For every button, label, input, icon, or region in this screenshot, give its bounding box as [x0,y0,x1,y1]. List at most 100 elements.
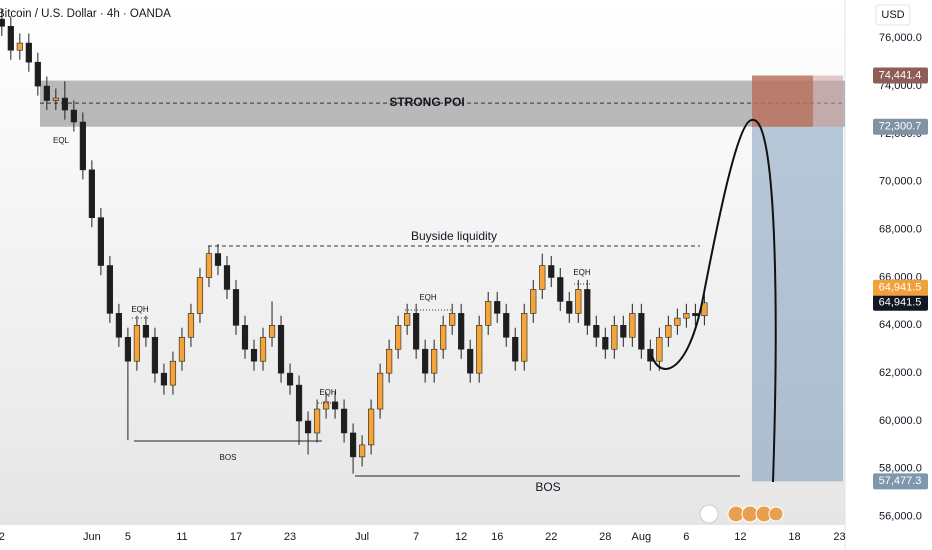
x-tick-label: 16 [491,531,503,543]
price-tag-label: 64,941.5 [879,297,922,309]
candle-body [133,325,141,362]
candle-body [124,336,132,362]
candle-body [683,313,690,319]
annotation: Buyside liquidity [411,229,497,243]
candle-body [61,97,68,111]
candle-body [268,325,276,338]
candle-body [503,313,510,338]
candle-body [476,325,483,374]
plot-background [0,0,845,525]
candle-body [665,325,672,338]
candle-body [368,408,375,446]
candle-body [629,313,636,338]
x-tick-label: Jun [83,531,101,543]
candle-body [539,265,546,290]
candle-body [0,18,5,27]
x-tick-label: 22 [545,531,557,543]
candle-body [169,360,177,386]
candle-body [196,277,204,314]
poi-zone [40,80,845,127]
candle-body [205,253,213,278]
candle-body [286,372,294,386]
price-tag-box [873,118,928,135]
y-tick-label: 76,000.0 [879,32,922,44]
candle-body [214,253,222,266]
candle-body [250,348,258,362]
candle-body [7,26,14,51]
icons [699,504,784,524]
candle-body [70,109,77,123]
candle-body [88,169,95,218]
annotation: BOS [535,480,560,494]
candle-body [548,265,555,278]
candle-body [79,121,86,171]
candle-body [656,336,663,362]
x-tick-label: 23 [284,531,296,543]
icon [768,506,784,522]
price-tag: 72,300.7 [873,118,928,135]
candle-body [304,420,312,434]
candle-body [313,408,321,434]
candle-body [692,313,699,317]
x-tick-label: 12 [455,531,467,543]
x-tick-label: 12 [734,531,746,543]
candle-body [322,401,330,410]
projection-curve [651,118,777,483]
x-tick-label: 11 [176,531,187,543]
candle-body [431,348,438,374]
price-tag-label: 64,941.5 [879,282,922,294]
x-tick-label: 7 [413,531,419,543]
y-tick-label: 56,000.0 [879,511,922,523]
y-tick-label: 60,000.0 [879,415,922,427]
candle-body [413,313,420,350]
annotation: STRONG POI [389,95,464,109]
x-tick-label: 23 [833,531,845,543]
candle-body [295,384,303,422]
price-tag: 74,441.4 [873,67,928,84]
candle-body [593,325,600,338]
candle-body [52,97,59,101]
x-tick-label: Aug [632,531,652,543]
candle-body [241,325,249,350]
candle-body [557,277,564,302]
annotation: EQH [573,268,591,277]
price-tag-label: 72,300.7 [879,121,922,133]
candle-body [25,42,32,63]
price-tag: 64,941.5 [873,294,928,311]
candle-body [223,265,231,290]
x-tick-label: 28 [599,531,611,543]
candle-body [458,313,465,350]
candle-body [620,325,627,338]
candle-body [331,401,339,410]
candle-body [602,336,609,350]
candle-body [467,348,474,374]
annotation: BOS [220,453,237,462]
candle-body [530,289,537,314]
candle-body [277,325,285,374]
x-tick-label: Jul [355,531,369,543]
icon[interactable] [699,504,719,524]
currency-box[interactable] [875,4,911,26]
candle-body [638,313,645,350]
annotation: EQH [131,305,149,314]
price-tag: 64,941.5 [873,279,928,296]
candles [0,9,708,474]
candle-body [584,289,591,326]
drawings: STRONG POI Buyside liquidity EQL EQH EQH… [53,95,784,524]
candle-body [34,61,41,87]
candle-body [485,301,492,326]
x-tick-label: 2 [0,531,5,543]
candle-body [521,313,528,362]
price-tag-box [873,294,928,311]
x-tick-label: 5 [125,531,131,543]
candle-body [404,313,411,326]
target-zone-inner [752,75,813,127]
price-tag-box [873,279,928,296]
candle-body [647,348,654,362]
zones [40,75,845,482]
time-axis-background [0,525,932,550]
y-tick-label: 58,000.0 [879,463,922,475]
x-tick-label: 17 [230,531,242,543]
candle-body [160,372,168,386]
